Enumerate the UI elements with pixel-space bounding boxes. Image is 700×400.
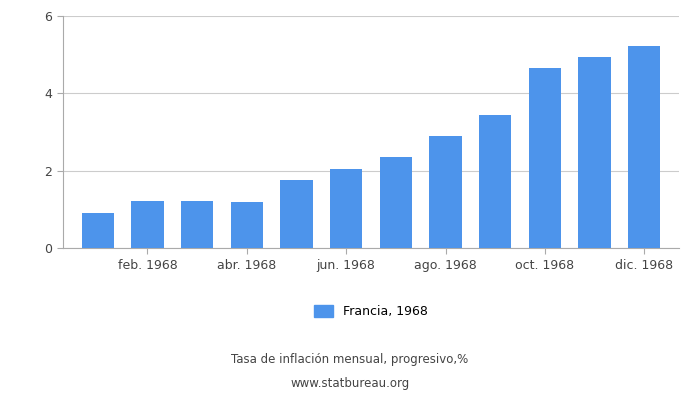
Text: Tasa de inflación mensual, progresivo,%: Tasa de inflación mensual, progresivo,% xyxy=(232,354,468,366)
Bar xyxy=(429,136,462,248)
Bar xyxy=(479,115,511,248)
Text: www.statbureau.org: www.statbureau.org xyxy=(290,378,410,390)
Bar xyxy=(231,202,263,248)
Bar xyxy=(132,201,164,248)
Bar xyxy=(379,157,412,248)
Bar xyxy=(82,213,114,248)
Bar xyxy=(280,180,313,248)
Bar xyxy=(578,57,610,248)
Bar xyxy=(330,169,363,248)
Bar xyxy=(628,46,660,248)
Bar xyxy=(528,68,561,248)
Legend: Francia, 1968: Francia, 1968 xyxy=(314,305,428,318)
Bar xyxy=(181,201,214,248)
